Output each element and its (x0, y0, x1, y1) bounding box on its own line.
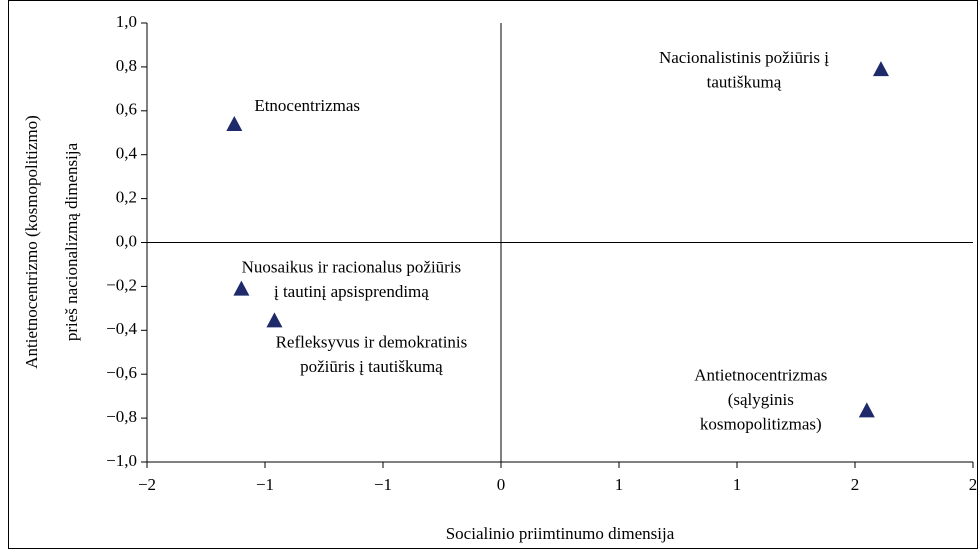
point-label: (sąlyginis (728, 390, 794, 409)
x-tick-label: 1 (615, 475, 624, 494)
x-axis-label: Socialinio priimtinumo dimensija (446, 524, 675, 543)
x-tick-label: −2 (138, 475, 156, 494)
point-label: kosmopolitizmas) (700, 414, 822, 433)
x-tick-label: 0 (497, 475, 506, 494)
x-tick-label: −1 (374, 475, 392, 494)
marker (266, 312, 283, 328)
y-tick-label: 0,4 (116, 144, 138, 163)
y-tick-label: 0,6 (116, 100, 137, 119)
point-label: požiūris į tautiškumą (300, 357, 443, 376)
point-label: Nacionalistinis požiūris į (659, 48, 829, 67)
marker (233, 280, 250, 296)
point-label: Refleksyvus ir demokratinis (276, 332, 468, 351)
y-tick-label: −0,8 (106, 407, 137, 426)
y-tick-label: −0,2 (106, 275, 137, 294)
x-tick-label: −1 (256, 475, 274, 494)
point-label: Nuosaikus ir racionalus požiūris (242, 258, 462, 277)
y-tick-label: 1,0 (116, 12, 137, 31)
x-tick-label: 2 (969, 475, 978, 494)
point-label: Etnocentrizmas (254, 96, 360, 115)
point-label: Antietnocentrizmas (694, 365, 827, 384)
x-tick-label: 1 (733, 475, 742, 494)
y-tick-label: −0,4 (106, 319, 137, 338)
y-tick-label: −1,0 (106, 451, 137, 470)
y-tick-label: 0,2 (116, 188, 137, 207)
point-label: į tautinį apsisprendimą (274, 282, 429, 301)
y-tick-label: −0,6 (106, 363, 137, 382)
chart-frame (8, 0, 978, 549)
marker (872, 61, 889, 77)
y-axis-label: prieš nacionalizmą dimensija (62, 142, 81, 341)
point-label: tautiškumą (707, 73, 782, 92)
y-tick-label: 0,8 (116, 56, 137, 75)
x-tick-label: 2 (851, 475, 860, 494)
marker (226, 115, 243, 131)
y-tick-label: 0,0 (116, 231, 137, 250)
y-axis-label: Antietnocentrizmo (kosmopolitizmo) (22, 115, 41, 369)
marker (858, 402, 875, 418)
